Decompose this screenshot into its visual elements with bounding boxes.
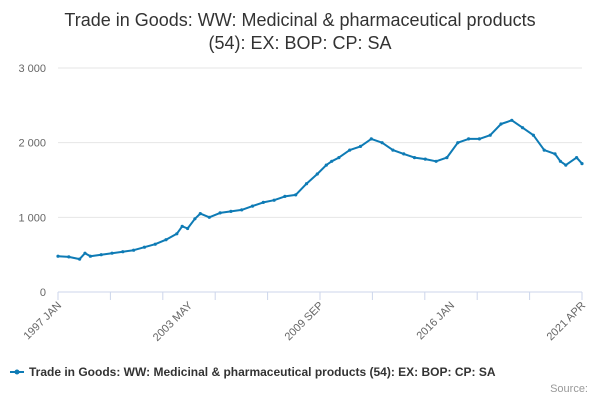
chart-title-line-2: (54): EX: BOP: CP: SA xyxy=(208,33,391,53)
data-point xyxy=(477,137,481,141)
data-point xyxy=(164,238,168,242)
data-point xyxy=(348,148,352,152)
data-point xyxy=(153,242,157,246)
data-point xyxy=(193,217,197,221)
data-point xyxy=(445,156,449,160)
data-point xyxy=(521,126,525,130)
x-tick-label: 2009 SEP xyxy=(283,300,327,344)
data-point xyxy=(99,253,103,257)
data-point xyxy=(294,193,298,197)
data-point xyxy=(564,163,568,167)
y-tick-label: 2 000 xyxy=(18,138,46,150)
data-point xyxy=(553,152,557,156)
data-point xyxy=(337,156,341,160)
x-tick-label: 2016 JAN xyxy=(414,300,457,343)
x-axis: 1997 JAN 2003 MAY 2009 SEP 2016 JAN 2021 APR xyxy=(21,291,589,344)
data-point xyxy=(391,148,395,152)
data-point xyxy=(358,144,363,148)
source-label: Source: xyxy=(550,383,588,395)
data-point xyxy=(78,257,82,261)
data-point xyxy=(434,159,438,163)
data-point xyxy=(283,194,287,198)
data-point xyxy=(56,254,60,258)
data-point xyxy=(175,232,179,236)
data-point xyxy=(412,156,417,160)
data-point xyxy=(180,224,184,228)
data-point xyxy=(402,152,406,156)
y-tick-label: 0 xyxy=(40,287,46,299)
data-point xyxy=(575,156,579,160)
data-point xyxy=(261,200,265,204)
data-point xyxy=(467,137,471,141)
data-point xyxy=(510,118,514,122)
data-point xyxy=(218,211,222,215)
chart-title-line-1: Trade in Goods: WW: Medicinal & pharmace… xyxy=(64,10,535,30)
y-tick-label: 3 000 xyxy=(18,63,46,75)
data-point xyxy=(499,122,503,126)
data-point xyxy=(186,226,190,231)
data-point xyxy=(315,172,319,176)
data-point xyxy=(456,141,460,145)
data-point xyxy=(369,137,373,141)
data-point xyxy=(250,204,255,208)
data-point xyxy=(198,212,202,216)
series-line xyxy=(57,119,583,261)
x-tick-label: 2003 MAY xyxy=(151,299,196,344)
data-point xyxy=(330,159,334,163)
data-point xyxy=(229,209,233,213)
data-point xyxy=(121,250,125,254)
data-point xyxy=(132,248,136,252)
data-point xyxy=(110,251,114,255)
y-axis-ticks: 0 1 000 2 000 3 000 xyxy=(18,63,46,299)
data-point xyxy=(272,198,276,202)
data-point xyxy=(324,163,328,167)
data-point xyxy=(380,141,384,145)
data-point xyxy=(558,159,563,163)
data-point xyxy=(67,255,71,259)
data-point xyxy=(207,215,211,219)
data-point xyxy=(142,245,146,249)
data-point xyxy=(580,162,584,166)
data-point xyxy=(531,133,536,137)
x-tick-label: 1997 JAN xyxy=(21,300,64,343)
data-point xyxy=(542,148,546,152)
x-tick-label: 2021 APR xyxy=(545,300,589,344)
legend-label[interactable]: Trade in Goods: WW: Medicinal & pharmace… xyxy=(29,365,496,379)
data-point xyxy=(304,182,309,186)
data-point xyxy=(83,251,87,255)
legend[interactable]: Trade in Goods: WW: Medicinal & pharmace… xyxy=(10,365,496,379)
series-layer xyxy=(56,118,584,261)
data-point xyxy=(88,254,92,258)
data-point xyxy=(488,133,492,137)
y-tick-label: 1 000 xyxy=(18,212,46,224)
data-point xyxy=(240,208,244,212)
legend-marker-icon xyxy=(14,369,20,375)
data-point xyxy=(423,157,427,161)
grid xyxy=(58,67,582,218)
